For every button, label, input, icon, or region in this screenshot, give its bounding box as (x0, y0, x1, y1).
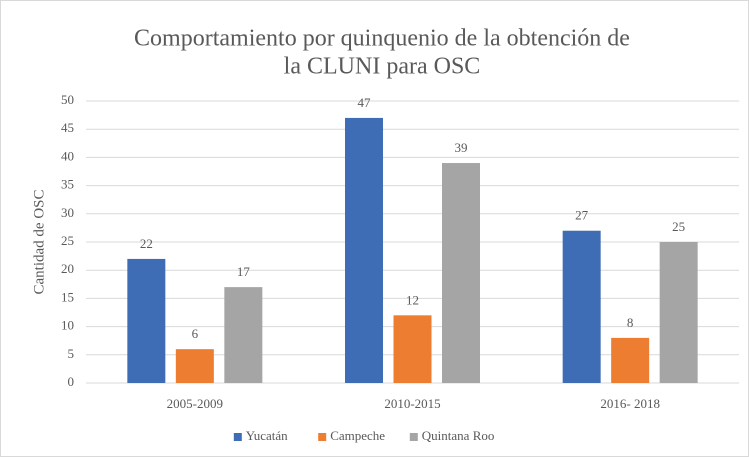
bar (224, 287, 263, 383)
chart-title: la CLUNI para OSC (284, 54, 481, 80)
y-tick-label: 0 (68, 374, 75, 389)
y-tick-label: 45 (61, 120, 74, 135)
y-tick-label: 5 (68, 346, 75, 361)
y-tick-label: 40 (61, 148, 74, 163)
y-tick-label: 20 (61, 261, 74, 276)
bar (659, 242, 698, 383)
y-axis-label: Cantidad de OSC (31, 190, 47, 295)
legend-label: Yucatán (246, 428, 288, 443)
data-label: 6 (192, 326, 199, 341)
data-label: 39 (455, 140, 468, 155)
y-tick-label: 50 (61, 92, 74, 107)
data-label: 27 (575, 208, 589, 223)
y-tick-label: 30 (61, 205, 74, 220)
bar (393, 315, 432, 383)
data-label: 25 (672, 219, 685, 234)
legend-swatch (409, 433, 418, 441)
data-label: 12 (406, 292, 419, 307)
bar (175, 349, 214, 383)
chart-title: Comportamiento por quinquenio de la obte… (134, 26, 630, 52)
legend-label: Quintana Roo (422, 428, 495, 443)
bar (611, 337, 650, 383)
data-label: 22 (140, 236, 153, 251)
data-label: 17 (237, 264, 251, 279)
bar (562, 230, 601, 383)
bar (345, 117, 383, 384)
bar (127, 258, 166, 383)
y-tick-label: 25 (61, 233, 74, 248)
legend-label: Campeche (330, 428, 385, 443)
x-tick-label: 2005-2009 (167, 396, 223, 411)
data-label: 47 (358, 95, 372, 110)
bar (442, 163, 480, 383)
y-tick-label: 35 (61, 177, 74, 192)
y-tick-label: 15 (61, 289, 74, 304)
data-label: 8 (627, 315, 634, 330)
legend-swatch (233, 433, 242, 441)
x-tick-label: 2010-2015 (384, 396, 440, 411)
legend-swatch (318, 433, 327, 441)
y-tick-label: 10 (61, 318, 74, 333)
x-tick-label: 2016- 2018 (600, 396, 660, 411)
